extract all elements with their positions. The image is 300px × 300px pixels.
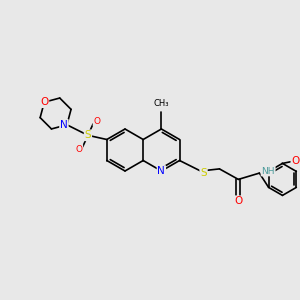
Text: O: O <box>93 117 100 126</box>
Text: S: S <box>85 130 91 140</box>
Text: O: O <box>291 156 300 167</box>
Text: S: S <box>200 168 207 178</box>
Text: N: N <box>60 120 68 130</box>
Text: CH₃: CH₃ <box>154 99 169 108</box>
Text: N: N <box>158 166 165 176</box>
Text: O: O <box>234 196 242 206</box>
Text: O: O <box>40 97 48 107</box>
Text: NH: NH <box>261 167 275 176</box>
Text: O: O <box>75 145 82 154</box>
